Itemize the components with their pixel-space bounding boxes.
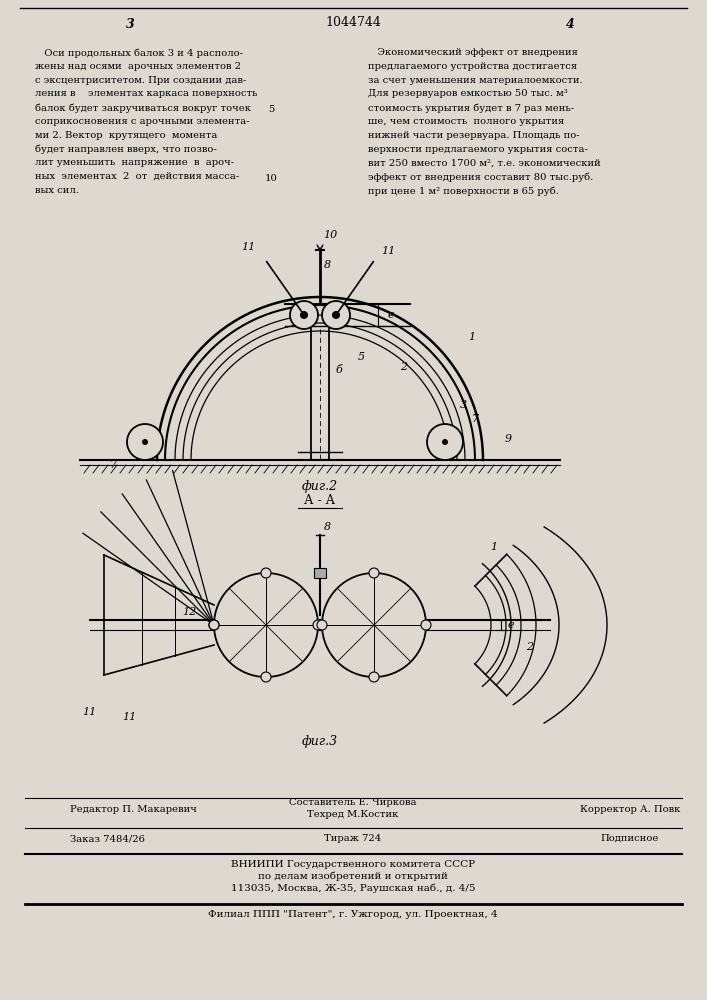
Text: e: e: [508, 620, 515, 630]
Text: вит 250 вместо 1700 м², т.е. экономический: вит 250 вместо 1700 м², т.е. экономическ…: [368, 158, 601, 167]
Circle shape: [322, 573, 426, 677]
Text: предлагаемого устройства достигается: предлагаемого устройства достигается: [368, 62, 577, 71]
Text: Составитель Е. Чиркова: Составитель Е. Чиркова: [289, 798, 416, 807]
Text: 113035, Москва, Ж-35, Раушская наб., д. 4/5: 113035, Москва, Ж-35, Раушская наб., д. …: [230, 884, 475, 893]
Text: А - А: А - А: [305, 494, 336, 507]
Text: фиг.2: фиг.2: [302, 480, 338, 493]
Text: Корректор А. Повк: Корректор А. Повк: [580, 805, 680, 814]
Text: ных  элементах  2  от  действия масса-: ных элементах 2 от действия масса-: [35, 172, 239, 181]
Text: жены над осями  арочных элементов 2: жены над осями арочных элементов 2: [35, 62, 241, 71]
Circle shape: [300, 311, 308, 319]
Circle shape: [369, 672, 379, 682]
Text: 4: 4: [566, 18, 574, 31]
Circle shape: [332, 311, 340, 319]
Text: 1044744: 1044744: [325, 16, 381, 29]
Text: ше, чем стоимость  полного укрытия: ше, чем стоимость полного укрытия: [368, 117, 564, 126]
Circle shape: [369, 568, 379, 578]
Text: Тираж 724: Тираж 724: [325, 834, 382, 843]
Text: Заказ 7484/26: Заказ 7484/26: [70, 834, 145, 843]
Text: Для резервуаров емкостью 50 тыс. м³: Для резервуаров емкостью 50 тыс. м³: [368, 89, 568, 98]
Text: 3: 3: [460, 400, 467, 410]
Circle shape: [214, 573, 318, 677]
Text: нижней части резервуара. Площадь по-: нижней части резервуара. Площадь по-: [368, 131, 580, 140]
Bar: [314, 568, 326, 578]
Text: Подписное: Подписное: [601, 834, 659, 843]
Text: 5: 5: [268, 105, 274, 114]
Text: 4: 4: [384, 607, 391, 617]
Text: эффект от внедрения составит 80 тыс.руб.: эффект от внедрения составит 80 тыс.руб.: [368, 172, 593, 182]
Text: при цене 1 м² поверхности в 65 руб.: при цене 1 м² поверхности в 65 руб.: [368, 186, 559, 196]
Text: 5: 5: [358, 352, 365, 362]
Text: балок будет закручиваться вокруг точек: балок будет закручиваться вокруг точек: [35, 103, 251, 113]
Text: за счет уменьшения материалоемкости.: за счет уменьшения материалоемкости.: [368, 76, 583, 85]
Text: по делам изобретений и открытий: по делам изобретений и открытий: [258, 871, 448, 881]
Circle shape: [442, 439, 448, 445]
Text: Оси продольных балок 3 и 4 располо-: Оси продольных балок 3 и 4 располо-: [35, 48, 243, 57]
Text: 3: 3: [126, 18, 134, 31]
Text: 7: 7: [472, 414, 479, 424]
Circle shape: [322, 301, 350, 329]
Text: вых сил.: вых сил.: [35, 186, 79, 195]
Text: 2: 2: [400, 362, 407, 372]
Circle shape: [427, 424, 463, 460]
Text: 7: 7: [110, 460, 117, 470]
Text: верхности предлагаемого укрытия соста-: верхности предлагаемого укрытия соста-: [368, 145, 588, 154]
Text: 11: 11: [82, 707, 96, 717]
Circle shape: [313, 620, 323, 630]
Text: 2: 2: [526, 642, 533, 652]
Circle shape: [209, 620, 219, 630]
Text: фиг.3: фиг.3: [302, 735, 338, 748]
Text: с эксцентриситетом. При создании дав-: с эксцентриситетом. При создании дав-: [35, 76, 246, 85]
Text: ВНИИПИ Государственного комитета СССР: ВНИИПИ Государственного комитета СССР: [231, 860, 475, 869]
Text: Филиал ППП "Патент", г. Ужгород, ул. Проектная, 4: Филиал ППП "Патент", г. Ужгород, ул. Про…: [208, 910, 498, 919]
Circle shape: [261, 672, 271, 682]
Text: Техред М.Костик: Техред М.Костик: [308, 810, 399, 819]
Circle shape: [290, 301, 318, 329]
Text: e: e: [388, 310, 395, 320]
Circle shape: [142, 439, 148, 445]
Text: 9: 9: [505, 434, 512, 444]
Text: 11: 11: [122, 712, 136, 722]
Text: стоимость укрытия будет в 7 раз мень-: стоимость укрытия будет в 7 раз мень-: [368, 103, 574, 113]
Text: 8: 8: [324, 522, 331, 532]
Text: 1: 1: [468, 332, 475, 342]
Circle shape: [209, 620, 219, 630]
Text: 11: 11: [381, 246, 395, 256]
Text: будет направлен вверх, что позво-: будет направлен вверх, что позво-: [35, 145, 217, 154]
Circle shape: [261, 568, 271, 578]
Text: 1: 1: [490, 542, 497, 552]
Text: соприкосновения с арочными элемента-: соприкосновения с арочными элемента-: [35, 117, 250, 126]
Text: лит уменьшить  напряжение  в  ароч-: лит уменьшить напряжение в ароч-: [35, 158, 234, 167]
Text: Экономический эффект от внедрения: Экономический эффект от внедрения: [368, 48, 578, 57]
Circle shape: [127, 424, 163, 460]
Circle shape: [421, 620, 431, 630]
Text: ления в    элементах каркаса поверхность: ления в элементах каркаса поверхность: [35, 89, 257, 98]
Text: б: б: [335, 365, 341, 375]
Text: 10: 10: [323, 230, 337, 240]
Text: 12: 12: [182, 607, 196, 617]
Text: ми 2. Вектор  крутящего  момента: ми 2. Вектор крутящего момента: [35, 131, 217, 140]
Text: 8: 8: [324, 260, 331, 270]
Text: Редактор П. Макаревич: Редактор П. Макаревич: [70, 805, 197, 814]
Text: 10: 10: [265, 174, 278, 183]
Text: 11: 11: [242, 242, 256, 252]
Circle shape: [317, 620, 327, 630]
